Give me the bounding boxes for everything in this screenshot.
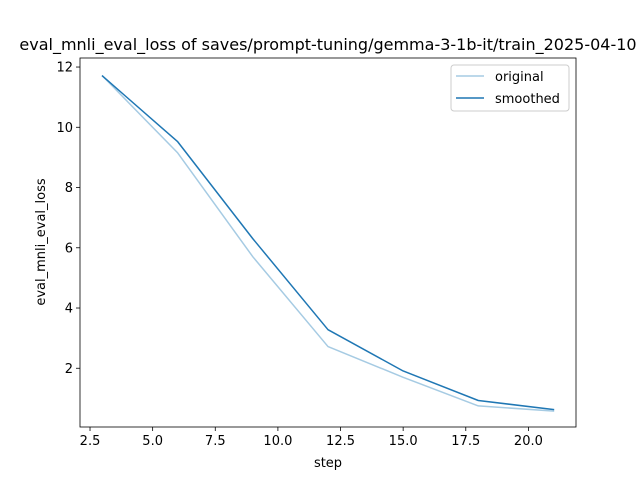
x-axis: 2.5 5.0 7.5 10.0 12.5 15.0 17.5 20.0: [80, 427, 543, 449]
x-tick-label: 7.5: [205, 434, 226, 449]
y-tick-label: 2: [65, 362, 73, 377]
series-layer: [101, 75, 555, 412]
y-tick-label: 10: [56, 121, 73, 136]
plot-background: [80, 58, 576, 427]
chart-title: eval_mnli_eval_loss of saves/prompt-tuni…: [19, 35, 636, 55]
x-tick-label: 12.5: [326, 434, 355, 449]
x-axis-label: step: [314, 456, 342, 471]
y-axis-label: eval_mnli_eval_loss: [34, 178, 49, 306]
x-tick-label: 20.0: [514, 434, 543, 449]
y-tick-label: 12: [56, 61, 73, 76]
y-tick-label: 8: [65, 181, 73, 196]
y-tick-label: 4: [65, 302, 73, 317]
series-line-smoothed: [101, 75, 555, 411]
legend-label-original: original: [495, 70, 544, 85]
series-line-original: [101, 75, 555, 412]
plot-frame: [79, 57, 577, 428]
x-tick-label: 5.0: [142, 434, 163, 449]
legend: original smoothed: [450, 64, 570, 112]
y-tick-label: 6: [65, 241, 73, 256]
y-axis: 2 4 6 8 10 12: [56, 61, 80, 377]
x-tick-label: 15.0: [389, 434, 418, 449]
x-tick-label: 17.5: [451, 434, 480, 449]
x-tick-label: 2.5: [80, 434, 101, 449]
x-tick-label: 10.0: [263, 434, 292, 449]
legend-label-smoothed: smoothed: [495, 92, 560, 107]
